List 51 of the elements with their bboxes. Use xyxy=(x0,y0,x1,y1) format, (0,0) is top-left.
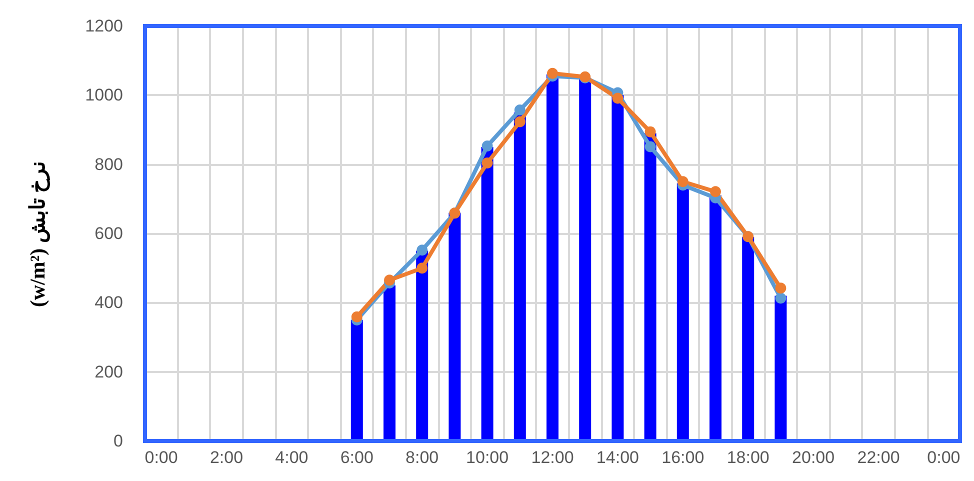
bar xyxy=(579,78,592,441)
x-tick-label: 14:00 xyxy=(596,448,639,467)
y-tick-label: 1000 xyxy=(85,86,123,105)
point xyxy=(482,157,493,168)
point xyxy=(644,126,656,138)
x-tick-label: 18:00 xyxy=(726,448,770,467)
bar xyxy=(742,236,754,441)
point xyxy=(775,282,786,294)
bar xyxy=(448,212,461,441)
bar xyxy=(710,195,722,441)
point xyxy=(514,104,526,116)
bar xyxy=(350,320,363,441)
bar xyxy=(774,296,787,441)
x-tick-label: 12:00 xyxy=(531,448,574,467)
x-tick-label: 0:00 xyxy=(927,448,960,467)
y-tick-label: 0 xyxy=(114,432,123,450)
y-tick-label: 1200 xyxy=(85,16,123,36)
bar xyxy=(416,250,428,441)
y-axis-title: نرخ تابش (w/m²) xyxy=(26,160,50,308)
point xyxy=(482,140,493,152)
x-tick-label: 20:00 xyxy=(792,448,835,467)
x-tick-label: 2:00 xyxy=(210,448,244,467)
bar xyxy=(676,183,689,441)
point xyxy=(416,262,428,274)
x-tick-label: 10:00 xyxy=(466,448,509,467)
point xyxy=(351,311,362,322)
y-tick-label: 600 xyxy=(94,224,123,243)
x-tick-label: 8:00 xyxy=(406,448,439,467)
bar xyxy=(546,74,558,441)
point xyxy=(612,92,624,104)
y-tick-label: 400 xyxy=(94,293,123,312)
point xyxy=(514,116,526,128)
bar xyxy=(481,147,494,441)
bar xyxy=(644,133,656,441)
x-tick-label: 4:00 xyxy=(275,448,308,467)
x-tick-label: 16:00 xyxy=(662,448,704,467)
point xyxy=(644,141,656,152)
point xyxy=(677,176,688,188)
bar xyxy=(514,112,526,441)
point xyxy=(710,186,721,198)
x-tick-label: 22:00 xyxy=(857,448,900,467)
point xyxy=(547,68,558,79)
y-tick-label: 200 xyxy=(94,362,123,382)
bar xyxy=(612,95,624,441)
point xyxy=(384,274,395,286)
point xyxy=(775,292,786,304)
y-tick-label: 800 xyxy=(94,154,123,174)
point xyxy=(416,244,428,256)
x-tick-label: 6:00 xyxy=(340,448,374,467)
x-tick-label: 0:00 xyxy=(144,448,178,467)
bar xyxy=(384,285,396,441)
